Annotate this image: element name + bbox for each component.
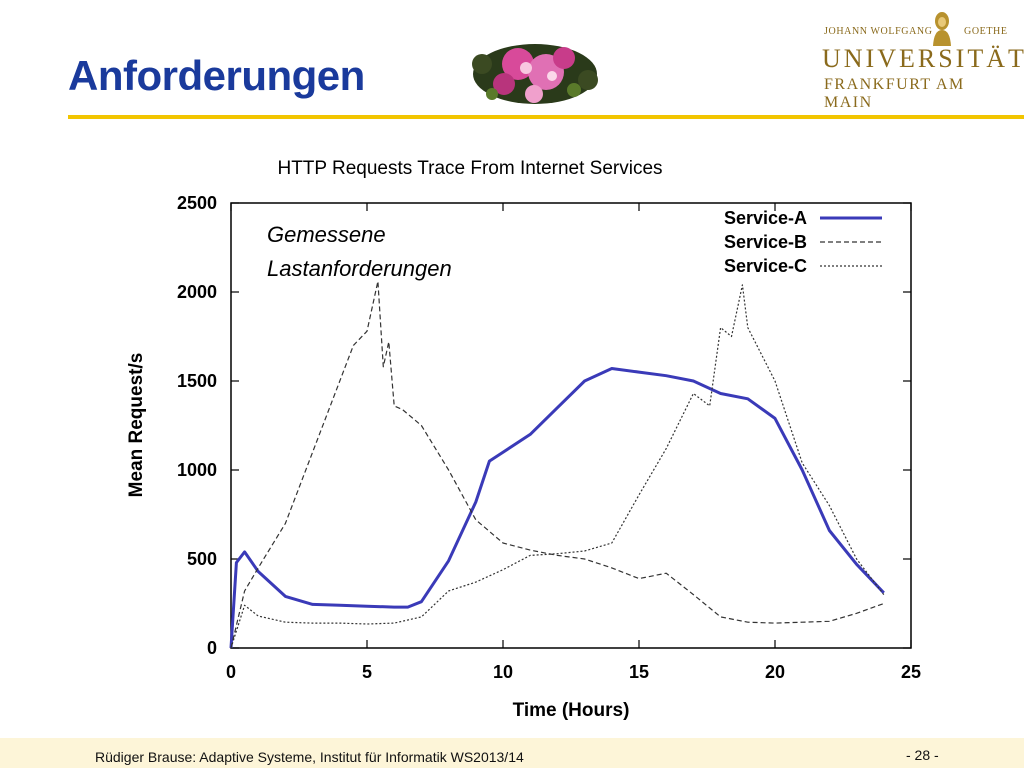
y-tick-label: 500	[187, 549, 217, 569]
y-tick-label: 1500	[177, 371, 217, 391]
flower-photo-icon	[472, 44, 598, 104]
footer-text: Rüdiger Brause: Adaptive Systeme, Instit…	[95, 749, 524, 765]
university-logo: JOHANN WOLFGANG GOETHE UNIVERSITÄT FRANK…	[812, 10, 1024, 111]
x-tick-label: 15	[629, 662, 649, 682]
annotation-line-1: Gemessene	[267, 222, 386, 247]
title-divider	[68, 115, 1024, 119]
y-tick-label: 2500	[177, 193, 217, 213]
x-axis-label: Time (Hours)	[513, 700, 630, 721]
goethe-portrait-icon	[933, 12, 951, 46]
chart-title: HTTP Requests Trace From Internet Servic…	[277, 158, 662, 179]
logo-line-3: FRANKFURT AM MAIN	[824, 76, 965, 111]
y-axis-label: Mean Request/s	[126, 353, 147, 498]
x-tick-label: 20	[765, 662, 785, 682]
footer-bar	[0, 738, 1024, 768]
legend-label-service-b: Service-B	[724, 232, 807, 252]
slide-title: Anforderungen	[68, 52, 365, 99]
y-tick-label: 0	[207, 638, 217, 658]
logo-line-1a: JOHANN WOLFGANG	[824, 26, 933, 37]
annotation-line-2: Lastanforderungen	[267, 256, 452, 281]
x-tick-label: 10	[493, 662, 513, 682]
series-line-service-c	[230, 284, 885, 649]
x-tick-label: 25	[901, 662, 921, 682]
legend-label-service-a: Service-A	[724, 208, 807, 228]
series-line-service-b	[230, 280, 885, 649]
series-line-service-a	[229, 367, 885, 649]
y-tick-label: 1000	[177, 460, 217, 480]
x-tick-label: 5	[362, 662, 372, 682]
legend-label-service-c: Service-C	[724, 256, 807, 276]
page-number: - 28 -	[906, 747, 939, 763]
plot-frame	[230, 202, 912, 649]
x-tick-label: 0	[226, 662, 236, 682]
y-tick-label: 2000	[177, 282, 217, 302]
logo-line-1b: GOETHE	[964, 26, 1008, 37]
logo-line-2: UNIVERSITÄT	[822, 44, 1024, 73]
http-requests-chart: HTTP Requests Trace From Internet Servic…	[126, 158, 921, 721]
